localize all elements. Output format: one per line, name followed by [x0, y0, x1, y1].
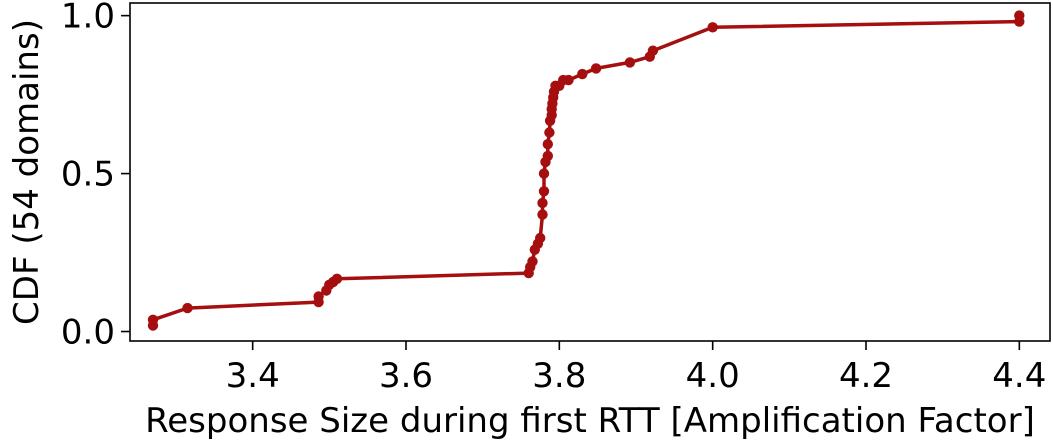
- axes-frame: [129, 2, 1051, 342]
- x-tick-label: 3.8: [532, 356, 586, 396]
- data-point: [624, 57, 636, 68]
- data-point: [537, 209, 548, 220]
- data-point: [590, 63, 602, 74]
- data-point: [647, 45, 659, 56]
- y-tick-label: 0.5: [61, 155, 115, 195]
- data-point: [527, 256, 538, 267]
- x-tick-label: 3.4: [226, 356, 280, 396]
- data-point: [331, 273, 343, 284]
- x-axis-label: Response Size during first RTT [Amplific…: [145, 401, 1035, 441]
- data-point: [542, 150, 553, 162]
- data-point: [538, 186, 550, 197]
- x-tick-label: 4.4: [992, 356, 1046, 396]
- data-point: [563, 74, 574, 86]
- data-point: [535, 232, 546, 244]
- data-point: [147, 314, 159, 325]
- x-axis-ticks: 3.4 3.6 3.8 4.0 4.2 4.4: [226, 341, 1046, 396]
- y-axis-label: CDF (54 domains): [7, 19, 47, 325]
- data-point: [182, 302, 193, 314]
- y-tick-label: 1.0: [61, 0, 115, 37]
- data-point: [538, 168, 550, 179]
- data-point: [544, 127, 555, 138]
- series-line: [151, 13, 1022, 328]
- y-tick-label: 0.0: [61, 313, 115, 353]
- data-point: [1014, 10, 1025, 21]
- x-tick-label: 4.2: [839, 356, 893, 396]
- data-point: [707, 22, 718, 33]
- series-layer: [147, 10, 1025, 331]
- y-axis-ticks: 0.0 0.5 1.0: [61, 0, 130, 353]
- data-point: [542, 139, 553, 150]
- x-tick-label: 3.6: [379, 356, 433, 396]
- data-point: [313, 291, 324, 302]
- data-point: [537, 197, 548, 209]
- data-point: [577, 68, 588, 80]
- x-tick-label: 4.0: [686, 356, 740, 396]
